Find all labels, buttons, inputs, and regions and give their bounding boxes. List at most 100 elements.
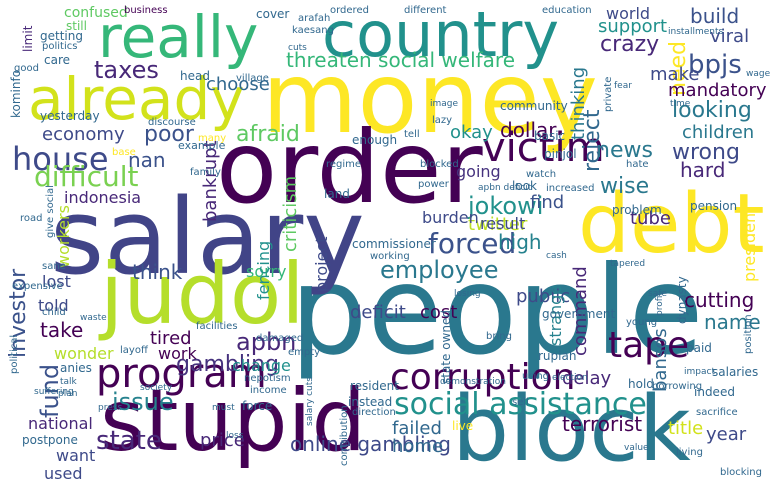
word-example: example xyxy=(178,139,226,152)
word-land: land xyxy=(324,187,350,201)
word-road: road xyxy=(20,213,43,224)
word-borrowing: borrowing xyxy=(652,381,703,392)
word-victim: victim xyxy=(482,125,605,171)
word-support: support xyxy=(598,16,668,37)
word-tell: tell xyxy=(404,129,420,140)
word-impact: impact xyxy=(684,367,715,377)
word-social-assistance: social assistance xyxy=(394,387,647,422)
word-contribution: contribution xyxy=(339,405,350,466)
word-demonstration: demonstration xyxy=(440,377,506,387)
word-many: many xyxy=(198,133,227,144)
word-wonder: wonder xyxy=(54,344,114,363)
word-head: head xyxy=(180,69,210,83)
word-criticism: criticism xyxy=(280,175,301,252)
word-going: going xyxy=(456,162,501,181)
word-ordered: ordered xyxy=(330,5,369,16)
word-make: make xyxy=(650,64,700,85)
word-judol: judol xyxy=(100,245,305,343)
word-public: public xyxy=(516,286,571,307)
word-national: national xyxy=(28,414,93,433)
word-dollar: dollar xyxy=(500,118,557,142)
word-arafah: arafah xyxy=(298,13,331,24)
word-bankrupt: bankrupt xyxy=(200,140,221,222)
word-force: force xyxy=(242,399,273,413)
word-change: change xyxy=(232,356,291,375)
word-must: must xyxy=(212,403,235,413)
word-base: base xyxy=(112,147,136,158)
word-education: education xyxy=(542,5,592,16)
word-instead: instead xyxy=(348,395,393,409)
word-find: find xyxy=(530,192,565,213)
word-used: used xyxy=(44,464,83,483)
word-loss: loss xyxy=(226,431,244,441)
word-salaries: salaries xyxy=(712,365,759,379)
word-cuts: cuts xyxy=(288,43,307,53)
word-online-gambling: online gambling xyxy=(290,432,451,456)
word-lazy: lazy xyxy=(432,115,453,126)
word-kaesang: kaesang xyxy=(292,25,334,36)
word-nan: nan xyxy=(128,148,166,172)
word-different: different xyxy=(404,5,447,16)
word-layoff: layoff xyxy=(120,345,148,356)
word-cost: cost xyxy=(420,302,458,323)
word-sell: sell xyxy=(512,397,529,408)
word-told: told xyxy=(38,296,69,315)
word-afraid: afraid xyxy=(236,122,300,147)
word-want: want xyxy=(56,446,96,465)
word-difficult: difficult xyxy=(34,160,139,193)
word-crazy: crazy xyxy=(600,32,660,57)
word-salary: salary xyxy=(50,176,365,298)
word-lost: lost xyxy=(42,272,71,291)
word-election: election xyxy=(552,373,588,383)
word-press: press xyxy=(98,403,123,413)
word-news: news xyxy=(596,138,653,163)
word-postpone: postpone xyxy=(22,433,78,447)
word-waste: waste xyxy=(80,313,107,323)
word-political: political xyxy=(9,334,20,374)
word-tube: tube xyxy=(630,208,671,229)
word-thinking: thinking xyxy=(568,66,589,140)
word-economy: economy xyxy=(42,124,125,145)
word-failed: failed xyxy=(392,418,442,439)
word-house: house xyxy=(12,140,109,178)
word-commissioner: commissioner xyxy=(352,237,436,251)
word-dynasty: dynasty xyxy=(675,276,689,324)
word-name: name xyxy=(704,310,761,334)
word-pension: pension xyxy=(690,199,738,213)
word-still: still xyxy=(66,19,87,33)
word-debt: debt xyxy=(578,177,765,272)
word-indeed: indeed xyxy=(694,385,735,399)
word-politics: politics xyxy=(42,41,78,52)
word-take: take xyxy=(40,318,84,342)
word-mandatory: mandatory xyxy=(668,80,767,101)
word-expensive: expensive xyxy=(12,281,63,292)
word-wrong: wrong xyxy=(672,140,740,165)
word-getting: getting xyxy=(40,29,83,43)
word-deficit: deficit xyxy=(350,302,406,323)
word-forced: forced xyxy=(428,227,517,260)
word-president: president xyxy=(740,206,759,282)
word-care: care xyxy=(44,53,71,67)
word-children: children xyxy=(682,122,755,143)
word-okay: okay xyxy=(450,122,493,143)
word-give-social: give social xyxy=(45,185,56,238)
word-talk: talk xyxy=(60,377,77,387)
word-yesterday: yesterday xyxy=(40,109,100,123)
word-employee: employee xyxy=(380,256,499,284)
word-value: value xyxy=(624,443,649,453)
word-rupiah: rupiah xyxy=(538,349,577,363)
word-safe: safe xyxy=(648,289,667,299)
word-cover: cover xyxy=(256,7,290,21)
word-regime: regime xyxy=(326,159,362,170)
word-twitter: twitter xyxy=(468,214,528,235)
word-using: using xyxy=(522,371,550,382)
word-resident: resident xyxy=(350,379,399,393)
word-workers: workers xyxy=(54,205,73,268)
word-burden: burden xyxy=(422,208,479,227)
word-delay: delay xyxy=(562,368,612,389)
word-price: price xyxy=(200,430,245,451)
word-apbn: apbn xyxy=(236,328,297,356)
word-enough: enough xyxy=(352,133,398,147)
word-gambling: gambling xyxy=(176,352,279,377)
